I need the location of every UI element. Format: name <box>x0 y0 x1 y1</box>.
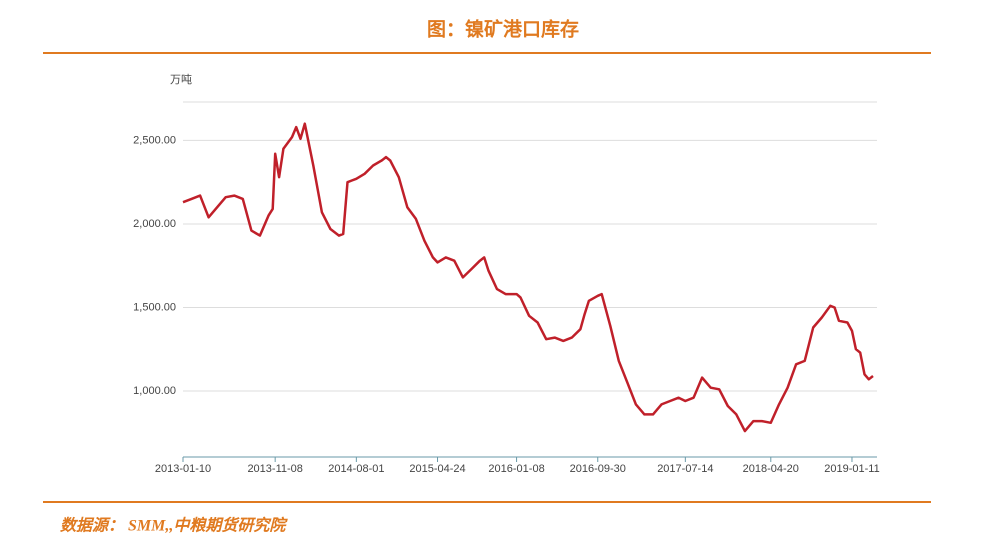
y-tick-label: 1,000.00 <box>133 385 176 397</box>
x-tick-label: 2016-01-08 <box>488 463 544 475</box>
x-tick-label: 2019-01-11 <box>824 463 879 475</box>
y-unit: 万吨 <box>170 73 192 86</box>
x-tick-label: 2013-11-08 <box>247 463 302 475</box>
x-tick-label: 2013-01-10 <box>155 463 211 475</box>
chart-title: 图：镍矿港口库存 <box>427 17 579 40</box>
y-tick-label: 2,500.00 <box>133 134 176 146</box>
x-tick-label: 2016-09-30 <box>570 463 626 475</box>
x-tick-label: 2015-04-24 <box>409 463 465 475</box>
x-tick-label: 2018-04-20 <box>743 463 799 475</box>
x-tick-label: 2014-08-01 <box>328 463 384 475</box>
source-note: 数据源： SMM,,中粮期货研究院 <box>60 517 288 535</box>
x-tick-label: 2017-07-14 <box>657 463 713 475</box>
y-tick-label: 1,500.00 <box>133 301 176 313</box>
y-tick-label: 2,000.00 <box>133 218 176 230</box>
data-line <box>182 122 874 433</box>
